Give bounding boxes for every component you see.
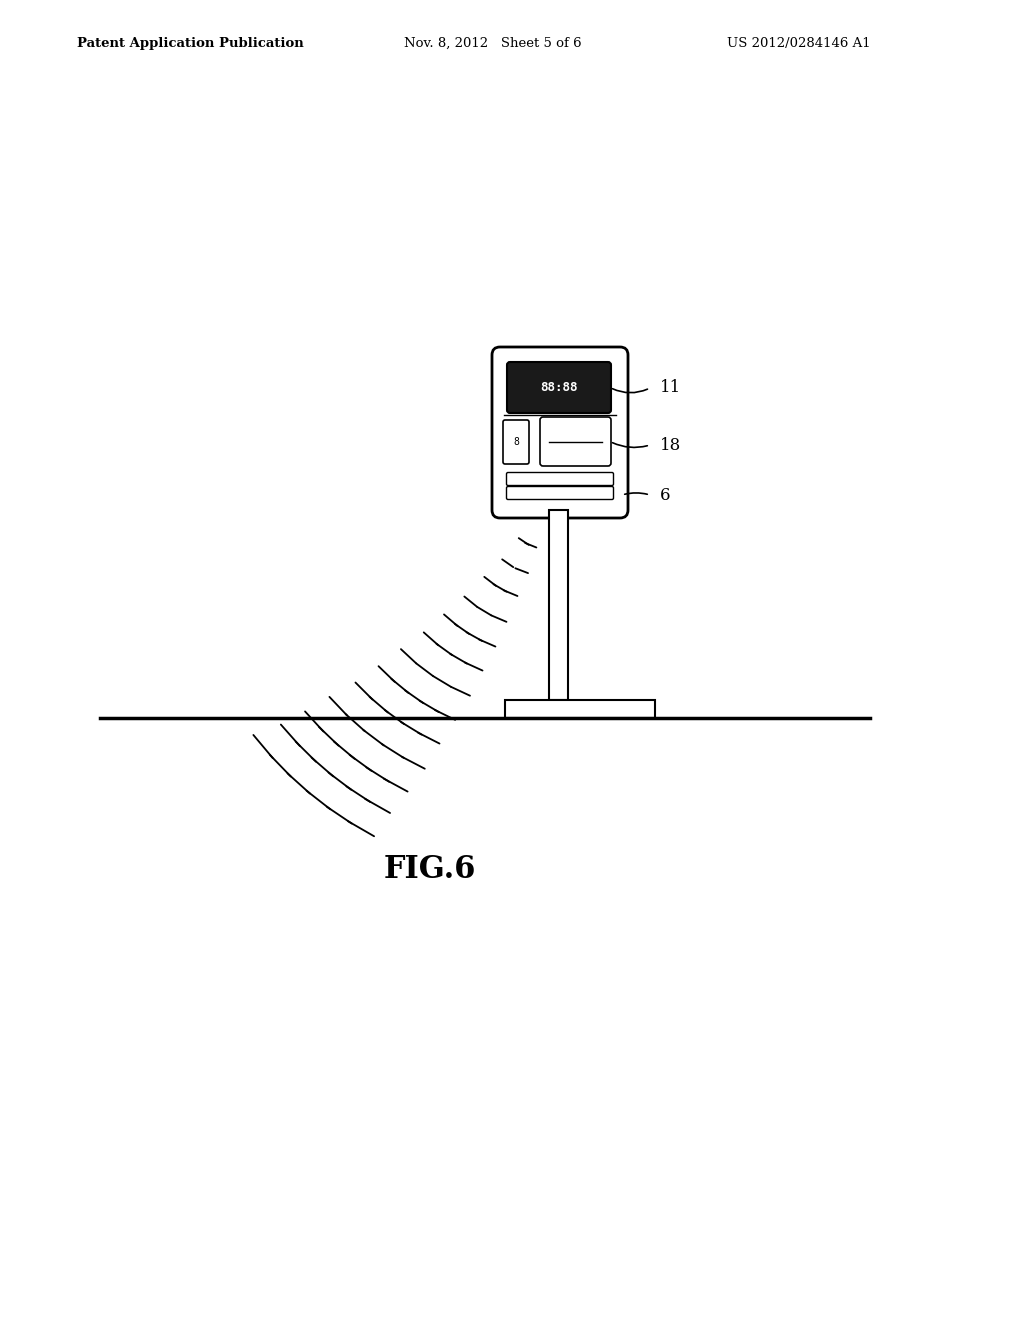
FancyBboxPatch shape <box>540 417 611 466</box>
Text: 8: 8 <box>513 437 519 447</box>
Text: Nov. 8, 2012   Sheet 5 of 6: Nov. 8, 2012 Sheet 5 of 6 <box>404 37 582 50</box>
Text: 11: 11 <box>660 380 681 396</box>
FancyBboxPatch shape <box>507 362 611 413</box>
FancyBboxPatch shape <box>507 473 613 486</box>
Text: 6: 6 <box>660 487 671 503</box>
Bar <box>505 700 655 718</box>
Text: FIG.6: FIG.6 <box>384 854 476 886</box>
FancyBboxPatch shape <box>507 487 613 499</box>
Bar <box>549 510 568 700</box>
FancyBboxPatch shape <box>492 347 628 517</box>
Text: 88:88: 88:88 <box>541 381 578 393</box>
Text: 18: 18 <box>660 437 681 454</box>
Text: US 2012/0284146 A1: US 2012/0284146 A1 <box>727 37 870 50</box>
Text: Patent Application Publication: Patent Application Publication <box>77 37 303 50</box>
FancyBboxPatch shape <box>503 420 529 465</box>
